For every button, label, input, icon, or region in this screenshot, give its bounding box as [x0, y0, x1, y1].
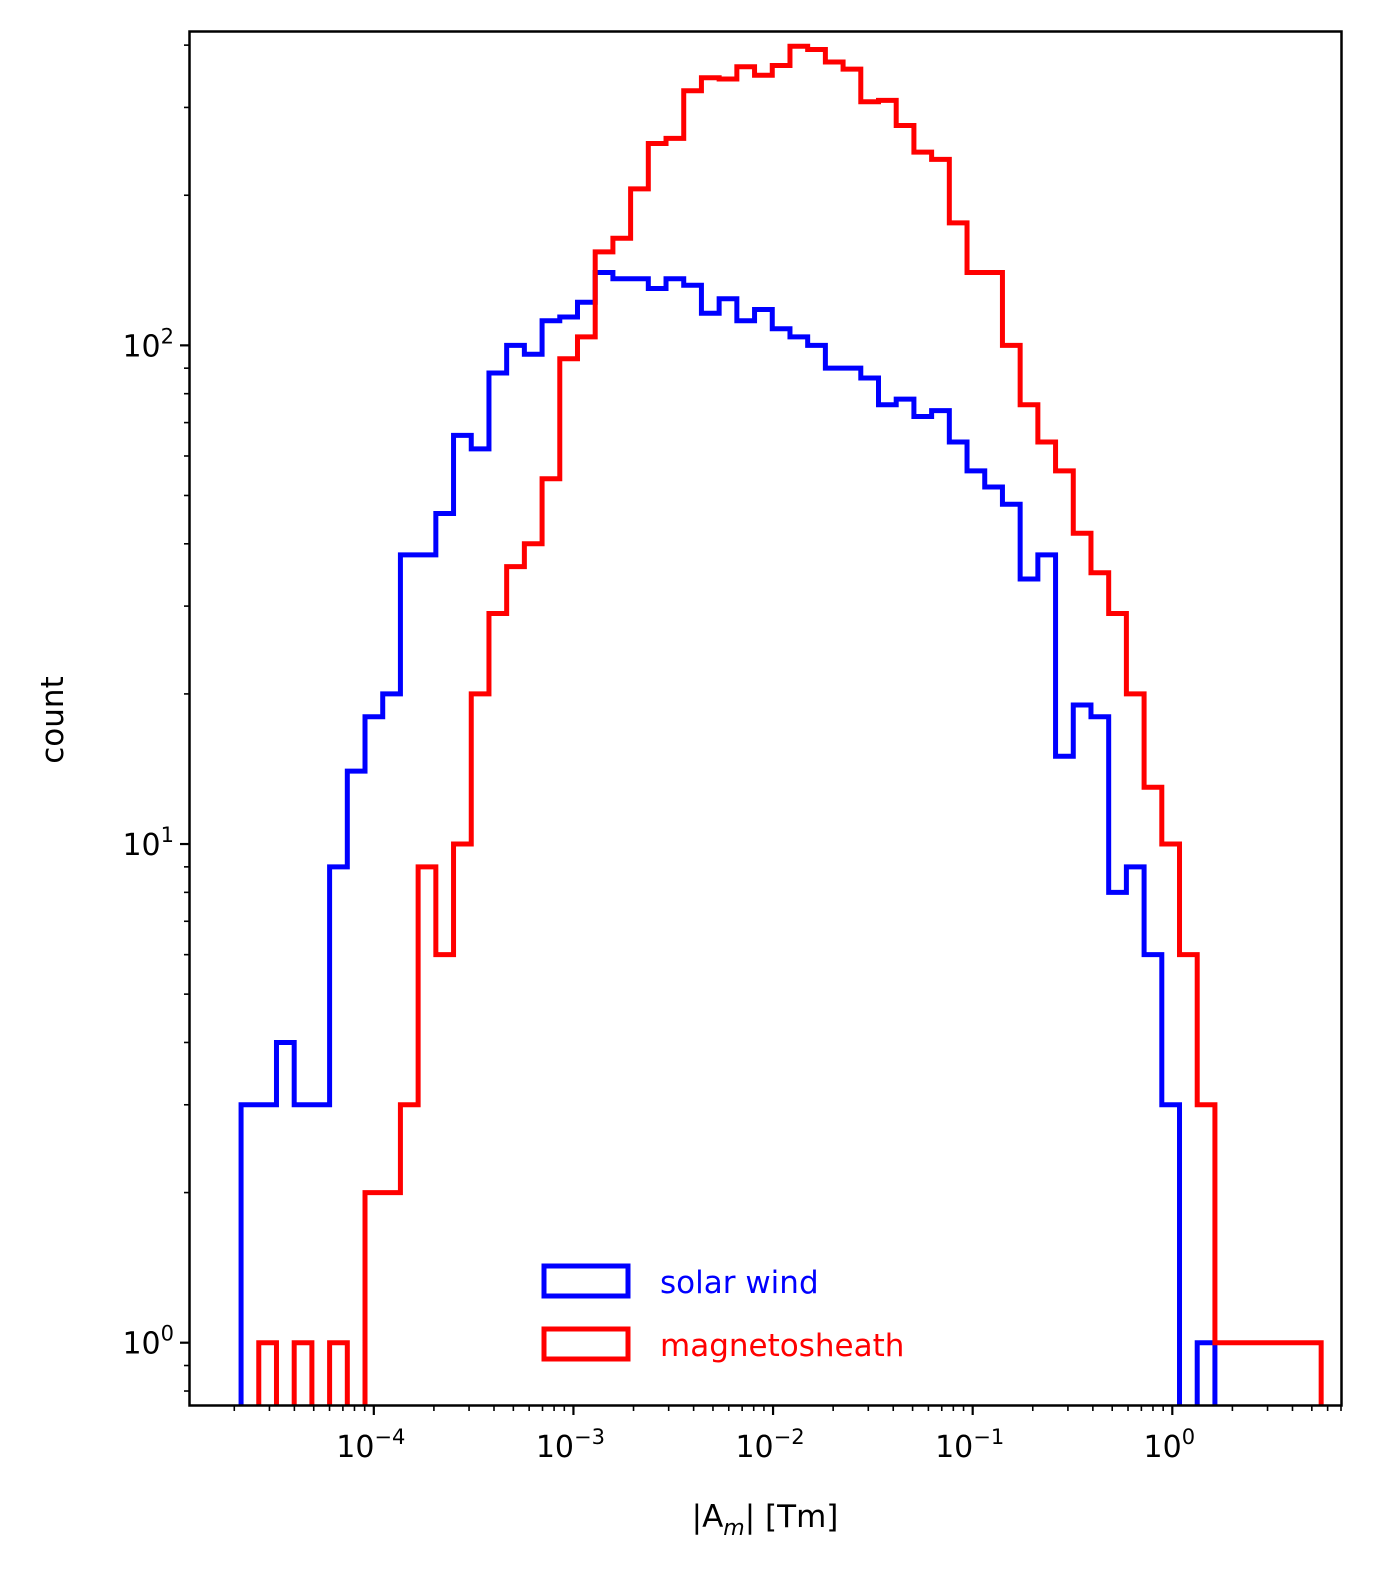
x-tick-label: 10−4 [336, 1425, 405, 1465]
plot-area-frame [188, 30, 1343, 1407]
x-axis-label: |Am| [Tm] [692, 1499, 839, 1541]
legend-swatch-magnetosheath [541, 1326, 631, 1362]
y-tick-label: 100 [122, 1322, 174, 1362]
x-tick-label: 10−3 [536, 1425, 605, 1465]
y-axis-label: count [35, 676, 71, 763]
legend: solar wind magnetosheath [541, 1263, 904, 1364]
axis-ticks: 10−4 10−3 10−2 10−1 100 100 101 102 [122, 44, 1342, 1465]
series-magnetosheath-step-line [256, 43, 1324, 1405]
series-layer [238, 43, 1324, 1405]
y-tick-label: 101 [122, 823, 174, 863]
x-tick-label: 10−2 [735, 1425, 804, 1465]
legend-label-solar-wind: solar wind [660, 1265, 819, 1301]
x-tick-label: 100 [1144, 1425, 1196, 1465]
legend-swatch-solar-wind [541, 1263, 631, 1299]
legend-label-magnetosheath: magnetosheath [660, 1328, 904, 1364]
y-tick-label: 102 [122, 324, 174, 364]
axis-labels: |Am| [Tm] count [35, 676, 838, 1541]
x-tick-label: 10−1 [935, 1425, 1004, 1465]
x-axis-label-subscript: m [723, 1516, 744, 1541]
series-solar-wind-step-line [238, 269, 1218, 1405]
